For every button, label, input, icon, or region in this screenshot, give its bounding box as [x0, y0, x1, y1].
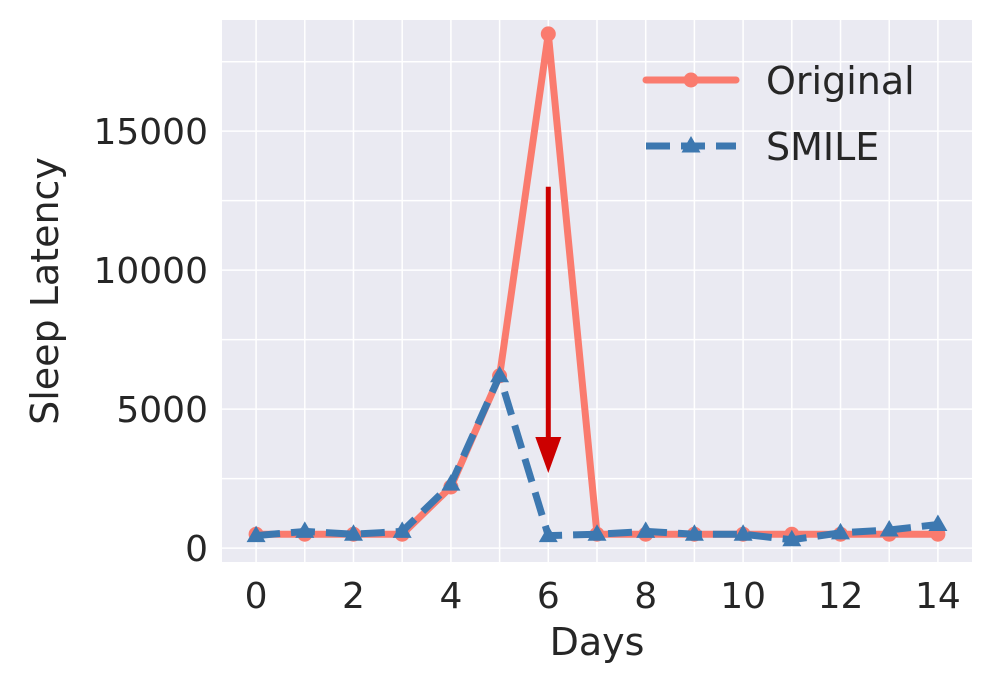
data-point: [295, 521, 315, 538]
data-point: [540, 26, 556, 42]
y-tick-labels: 0 5000 10000 15000: [93, 112, 208, 570]
x-axis-label: Days: [550, 620, 645, 664]
y-tick-label: 10000: [93, 251, 208, 292]
series-smile: [246, 365, 948, 547]
x-tick-labels: 0 2 4 6 8 10 12 14: [245, 576, 961, 617]
data-point: [343, 524, 363, 541]
x-tick-label: 6: [537, 576, 560, 617]
annotation-layer: [535, 186, 562, 474]
y-tick-label: 15000: [93, 112, 208, 153]
data-point: [831, 522, 851, 540]
x-tick-label: 8: [634, 576, 657, 617]
data-point: [490, 365, 510, 383]
x-tick-label: 14: [915, 576, 961, 617]
data-point: [636, 521, 656, 538]
data-point: [587, 524, 607, 541]
legend-label: SMILE: [766, 125, 879, 169]
x-tick-label: 0: [245, 576, 268, 617]
y-tick-label: 5000: [116, 390, 208, 431]
legend-marker: [681, 136, 701, 153]
data-point: [246, 525, 266, 543]
legend-label: Original: [766, 59, 915, 103]
data-point: [441, 474, 461, 491]
data-point: [392, 521, 412, 538]
y-axis-label: Sleep Latency: [23, 157, 67, 425]
data-point: [684, 524, 704, 541]
series-layer: [246, 26, 948, 547]
data-point: [538, 525, 558, 543]
data-point: [879, 520, 899, 537]
x-tick-label: 12: [818, 576, 864, 617]
gridlines: [222, 20, 972, 562]
data-point: [782, 529, 802, 547]
x-tick-label: 2: [342, 576, 365, 617]
y-tick-label: 0: [185, 529, 208, 570]
annotation-arrow-head: [535, 437, 562, 474]
legend: Original SMILE: [642, 59, 915, 169]
x-tick-label: 4: [439, 576, 462, 617]
x-tick-label: 10: [720, 576, 766, 617]
data-point: [733, 524, 753, 541]
data-point: [928, 514, 948, 531]
legend-marker: [683, 72, 699, 88]
